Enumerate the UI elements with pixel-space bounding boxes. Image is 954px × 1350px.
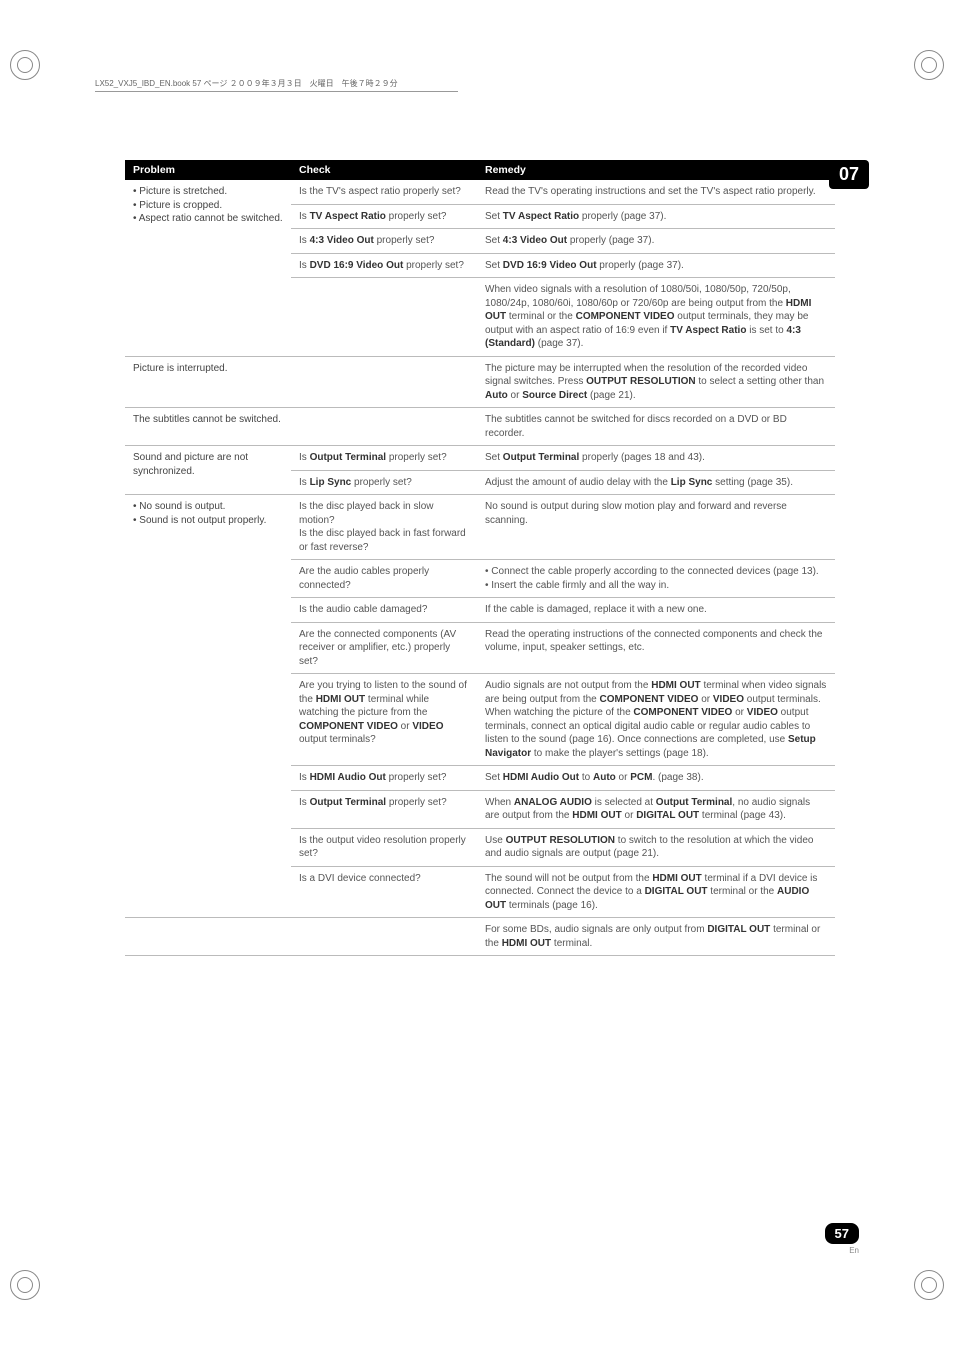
troubleshooting-table: Problem Check Remedy • Picture is stretc…: [125, 160, 835, 956]
remedy-cell: Set TV Aspect Ratio properly (page 37).: [477, 204, 835, 229]
remedy-cell: Set HDMI Audio Out to Auto or PCM. (page…: [477, 766, 835, 791]
col-remedy: Remedy: [477, 160, 835, 180]
remedy-cell: The picture may be interrupted when the …: [477, 356, 835, 408]
problem-cell: • No sound is output.• Sound is not outp…: [125, 495, 291, 918]
remedy-cell: No sound is output during slow motion pl…: [477, 495, 835, 560]
check-cell: Is TV Aspect Ratio properly set?: [291, 204, 477, 229]
remedy-cell: Set Output Terminal properly (pages 18 a…: [477, 446, 835, 471]
registration-mark: [10, 1270, 40, 1300]
remedy-cell: The subtitles cannot be switched for dis…: [477, 408, 835, 446]
page: LX52_VXJ5_IBD_EN.book 57 ページ ２００９年３月３日 火…: [0, 0, 954, 1350]
remedy-cell: Read the operating instructions of the c…: [477, 622, 835, 674]
check-cell: [291, 356, 477, 408]
registration-mark: [914, 1270, 944, 1300]
check-cell: Is 4:3 Video Out properly set?: [291, 229, 477, 254]
col-check: Check: [291, 160, 477, 180]
check-cell: Is the disc played back in slow motion?I…: [291, 495, 477, 560]
remedy-cell: When video signals with a resolution of …: [477, 278, 835, 357]
registration-mark: [914, 50, 944, 80]
page-footer: 57 En: [825, 1223, 859, 1255]
remedy-cell: If the cable is damaged, replace it with…: [477, 598, 835, 623]
problem-cell: Picture is interrupted.: [125, 356, 291, 408]
check-cell: Is the TV's aspect ratio properly set?: [291, 180, 477, 204]
remedy-cell: Use OUTPUT RESOLUTION to switch to the r…: [477, 828, 835, 866]
check-cell: Is the output video resolution properly …: [291, 828, 477, 866]
check-cell: Is Output Terminal properly set?: [291, 446, 477, 471]
remedy-cell: When ANALOG AUDIO is selected at Output …: [477, 790, 835, 828]
check-cell: Are the connected components (AV receive…: [291, 622, 477, 674]
problem-cell: • Picture is stretched.• Picture is crop…: [125, 180, 291, 356]
remedy-cell: For some BDs, audio signals are only out…: [477, 918, 835, 956]
remedy-cell: Audio signals are not output from the HD…: [477, 674, 835, 766]
col-problem: Problem: [125, 160, 291, 180]
page-lang: En: [825, 1246, 859, 1255]
header-filename: LX52_VXJ5_IBD_EN.book 57 ページ ２００９年３月３日 火…: [95, 78, 458, 92]
problem-cell: The subtitles cannot be switched.: [125, 408, 291, 446]
check-cell: Is DVD 16:9 Video Out properly set?: [291, 253, 477, 278]
remedy-cell: Set 4:3 Video Out properly (page 37).: [477, 229, 835, 254]
remedy-cell: The sound will not be output from the HD…: [477, 866, 835, 918]
check-cell: [291, 278, 477, 357]
check-cell: Is Output Terminal properly set?: [291, 790, 477, 828]
page-number: 57: [825, 1223, 859, 1244]
registration-mark: [10, 50, 40, 80]
problem-cell: Sound and picture are not synchronized.: [125, 446, 291, 495]
check-cell: Are you trying to listen to the sound of…: [291, 674, 477, 766]
remedy-cell: • Connect the cable properly according t…: [477, 560, 835, 598]
remedy-cell: Read the TV's operating instructions and…: [477, 180, 835, 204]
check-cell: Is HDMI Audio Out properly set?: [291, 766, 477, 791]
check-cell: Is a DVI device connected?: [291, 866, 477, 918]
check-cell: Are the audio cables properly connected?: [291, 560, 477, 598]
content-area: Problem Check Remedy • Picture is stretc…: [125, 160, 835, 956]
check-cell: Is Lip Sync properly set?: [291, 470, 477, 495]
check-cell: [291, 408, 477, 446]
problem-cell: [125, 918, 291, 956]
check-cell: Is the audio cable damaged?: [291, 598, 477, 623]
remedy-cell: Set DVD 16:9 Video Out properly (page 37…: [477, 253, 835, 278]
check-cell: [291, 918, 477, 956]
remedy-cell: Adjust the amount of audio delay with th…: [477, 470, 835, 495]
